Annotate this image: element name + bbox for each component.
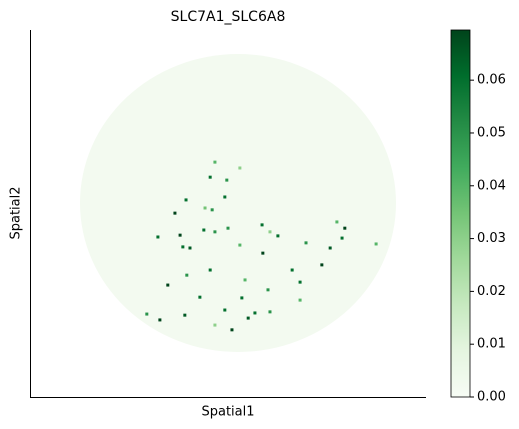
- point: [210, 208, 214, 212]
- point: [374, 242, 378, 246]
- point: [290, 268, 294, 272]
- point: [298, 280, 302, 284]
- point: [328, 246, 332, 250]
- tissue-background: [80, 54, 396, 352]
- point: [223, 308, 227, 312]
- point: [238, 166, 242, 170]
- point: [226, 226, 230, 230]
- point: [213, 160, 217, 164]
- point: [188, 246, 192, 250]
- colorbar-tick-label: 0.02: [477, 284, 506, 299]
- point: [156, 235, 160, 239]
- colorbar-tick-label: 0.05: [477, 125, 506, 140]
- point: [304, 241, 308, 245]
- point: [268, 230, 272, 234]
- point: [246, 316, 250, 320]
- point: [166, 283, 170, 287]
- point: [181, 245, 185, 249]
- point: [185, 273, 189, 277]
- point: [340, 236, 344, 240]
- point: [230, 328, 234, 332]
- colorbar-tick-label: 0.01: [477, 337, 506, 352]
- point: [203, 206, 207, 210]
- point: [240, 296, 244, 300]
- point: [335, 220, 339, 224]
- colorbar-tick-label: 0.06: [477, 73, 506, 88]
- point: [178, 233, 182, 237]
- point: [213, 323, 217, 327]
- point: [260, 223, 264, 227]
- point: [276, 234, 280, 238]
- point: [253, 311, 257, 315]
- y-axis-label: Spatial2: [9, 186, 24, 239]
- point: [173, 211, 177, 215]
- x-axis-label: Spatial1: [201, 405, 254, 420]
- point: [298, 298, 302, 302]
- point: [198, 295, 202, 299]
- point: [202, 228, 206, 232]
- point: [266, 288, 270, 292]
- point: [223, 195, 227, 199]
- point: [208, 175, 212, 179]
- point: [213, 230, 217, 234]
- point: [208, 268, 212, 272]
- point: [320, 263, 324, 267]
- colorbar-tick-label: 0.04: [477, 178, 506, 193]
- point: [243, 278, 247, 282]
- point: [183, 313, 187, 317]
- point: [158, 318, 162, 322]
- point: [184, 198, 188, 202]
- colorbar: [450, 29, 471, 398]
- chart-title: SLC7A1_SLC6A8: [171, 9, 286, 25]
- point: [261, 251, 265, 255]
- point: [145, 312, 149, 316]
- point: [268, 310, 272, 314]
- point: [238, 243, 242, 247]
- point: [343, 226, 347, 230]
- colorbar-tick-label: 0.00: [477, 390, 506, 405]
- point: [225, 178, 229, 182]
- colorbar-tick-label: 0.03: [477, 231, 506, 246]
